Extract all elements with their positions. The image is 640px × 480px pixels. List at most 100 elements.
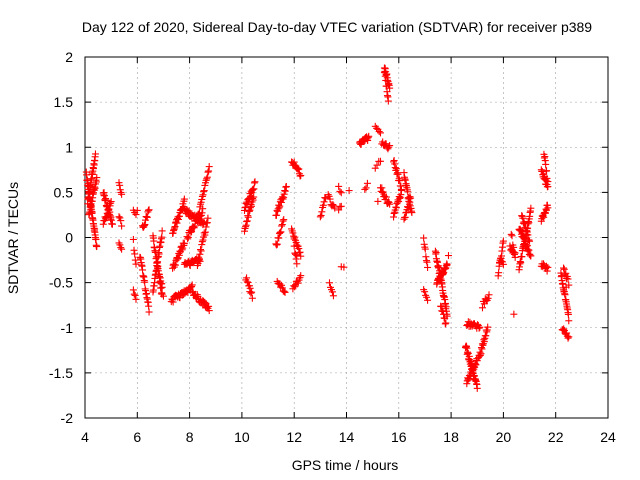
data-point [526,237,534,245]
data-point [484,323,492,331]
data-point [294,279,302,287]
data-point [392,165,400,173]
data-point [345,187,353,195]
data-point [180,195,188,203]
data-point [527,204,535,212]
data-point [158,227,166,235]
data-point [273,240,281,248]
data-point [522,224,530,232]
data-point [396,194,404,202]
data-point [475,324,483,332]
x-tick-label: 4 [81,429,89,445]
data-point [562,283,570,291]
data-point [523,228,531,236]
data-point [521,220,529,228]
data-point [199,236,207,244]
data-point [522,227,530,235]
data-point [495,269,503,277]
data-point [281,288,289,296]
y-tick-label: 1 [65,139,73,155]
data-point [335,206,343,214]
data-point [394,170,402,178]
data-point [115,213,123,221]
data-point [320,198,328,206]
data-point [188,282,196,290]
x-tick-label: 14 [339,429,355,445]
data-point [420,234,428,242]
data-point [200,187,208,195]
data-point [477,350,485,358]
data-point [560,325,568,333]
data-point [195,209,203,217]
data-point [316,213,324,221]
data-point [132,295,140,303]
data-point [440,310,448,318]
data-point [560,265,568,273]
data-point [273,241,281,249]
data-point [337,189,345,197]
data-point [155,250,163,258]
data-point [390,213,398,221]
data-point [202,176,210,184]
data-point [198,192,206,200]
y-tick-label: -0.5 [49,275,73,291]
data-point [290,282,298,290]
data-point [203,219,211,227]
y-tick-label: 0 [65,230,73,246]
data-point [280,193,288,201]
data-point [293,252,301,260]
data-point [116,181,124,189]
data-point [102,214,110,222]
data-point [159,292,167,300]
data-point [421,245,429,253]
data-point [175,251,183,259]
data-point [279,217,287,225]
data-point [141,221,149,229]
data-point [376,157,384,165]
data-point [188,227,196,235]
data-point [473,357,481,365]
data-point [278,194,286,202]
data-point [178,246,186,254]
data-point [378,184,386,192]
data-point [290,235,298,243]
data-point [293,164,301,172]
data-point [422,253,430,261]
data-point [201,228,209,236]
data-point [511,253,519,261]
data-point [103,213,111,221]
data-point [340,263,348,271]
data-point [463,344,471,352]
data-point [279,195,287,203]
data-point [191,222,199,230]
data-point [379,188,387,196]
data-point [295,245,303,253]
data-point [169,298,177,306]
data-point [202,223,210,231]
data-point [432,249,440,257]
data-point [118,190,126,198]
data-point [326,279,334,287]
data-point [243,274,251,282]
y-tick-label: -2 [61,410,74,426]
data-point [485,291,493,299]
data-point [282,183,290,191]
data-point [564,334,572,342]
data-point [104,209,112,217]
data-point [290,242,298,250]
data-point [401,213,409,221]
data-point [145,308,153,316]
data-point [290,158,298,166]
x-tick-label: 12 [286,429,302,445]
data-point [276,202,284,210]
data-point [280,216,288,224]
data-point [196,250,204,258]
data-point [404,204,412,212]
data-point [324,191,332,199]
y-tick-label: -1.5 [49,365,73,381]
data-point [280,190,288,198]
data-point [376,129,384,137]
data-point [198,238,206,246]
data-point [129,286,137,294]
data-point [331,204,339,212]
